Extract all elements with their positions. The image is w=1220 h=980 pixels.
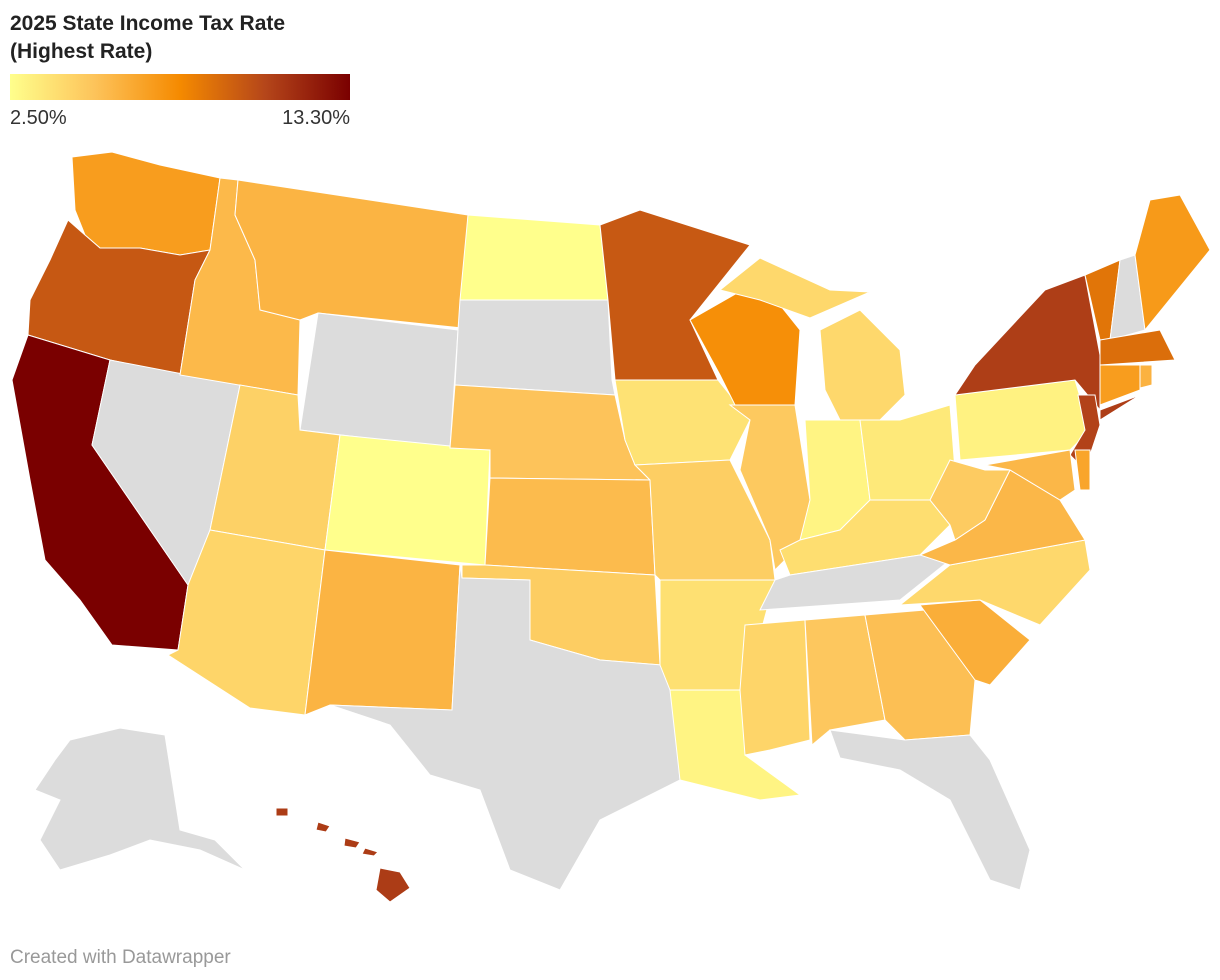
state [1074, 449, 1091, 491]
state [304, 549, 461, 716]
state [484, 477, 656, 576]
state [275, 807, 411, 903]
legend-bar [10, 74, 350, 100]
state [599, 209, 751, 381]
state [299, 312, 459, 449]
state [1099, 364, 1141, 406]
state [984, 449, 1076, 501]
state [454, 299, 616, 396]
state [234, 179, 469, 329]
state [329, 564, 681, 891]
state [459, 214, 609, 301]
state [728, 404, 811, 572]
state [718, 257, 906, 421]
legend-min: 2.50% [10, 107, 67, 129]
state [1139, 364, 1153, 389]
state [739, 619, 811, 756]
state [829, 729, 1031, 891]
legend-max: 13.30% [282, 107, 350, 129]
footer: Created with Datawrapper [10, 947, 231, 968]
state [804, 614, 886, 747]
state [71, 151, 221, 256]
chart-title: 2025 State Income Tax Rate (Highest Rate… [10, 12, 286, 63]
state [324, 434, 491, 566]
state [34, 727, 246, 871]
state [929, 459, 1011, 541]
state [1099, 329, 1176, 366]
state [1134, 194, 1211, 332]
